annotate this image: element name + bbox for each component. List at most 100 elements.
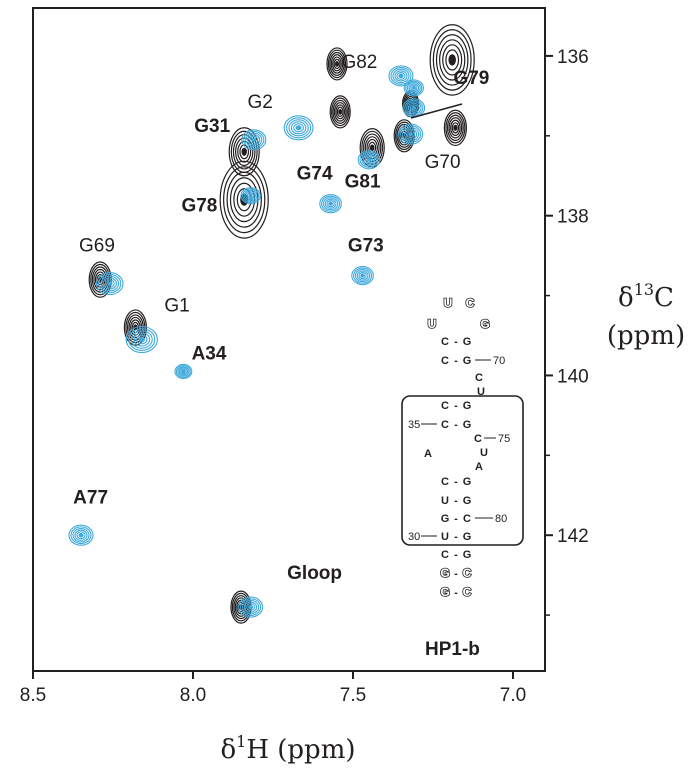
contour-ring xyxy=(329,95,351,129)
svg-text:G: G xyxy=(463,549,472,561)
contour-ring xyxy=(359,151,379,168)
contour-ring xyxy=(330,54,344,74)
svg-text:-: - xyxy=(454,495,458,507)
base-pair-row: G - C xyxy=(440,565,473,581)
contour-ring xyxy=(411,85,416,90)
contour-ring xyxy=(329,51,345,76)
contour-ring xyxy=(136,334,148,345)
contour-ring xyxy=(324,198,337,209)
contour-ring xyxy=(91,266,109,293)
contour-ring xyxy=(446,114,464,141)
svg-text:-: - xyxy=(454,355,458,367)
overlay-spectrum-peaks xyxy=(68,65,426,618)
nmr-peak xyxy=(319,194,342,214)
contour-ring xyxy=(104,279,115,288)
nmr-peak xyxy=(429,24,475,96)
contour-ring xyxy=(295,125,302,131)
peak-label: G82 xyxy=(341,52,377,73)
contour-ring xyxy=(240,187,261,205)
contour-ring xyxy=(288,119,309,137)
nmr-peak xyxy=(329,95,351,129)
contour-ring xyxy=(333,102,347,122)
svg-text:-: - xyxy=(454,400,458,412)
nmr-peak xyxy=(351,266,374,286)
contour-ring xyxy=(286,117,312,139)
contour-ring xyxy=(326,47,348,81)
svg-text:-: - xyxy=(454,568,458,580)
svg-text:-: - xyxy=(454,336,458,348)
contour-ring xyxy=(334,61,340,67)
contour-ring xyxy=(402,126,420,142)
contour-ring xyxy=(398,123,424,145)
contour-ring xyxy=(98,273,122,294)
x-tick-label: 8.5 xyxy=(20,685,46,706)
peak-label: G81 xyxy=(345,172,381,193)
contour-ring xyxy=(410,84,418,92)
x-tick-label: 8.0 xyxy=(180,685,206,706)
bulge-nucleotide: C xyxy=(475,372,483,384)
contour-ring xyxy=(392,68,410,84)
contour-ring xyxy=(357,150,381,170)
svg-text:-: - xyxy=(454,476,458,488)
loop-right: G xyxy=(480,317,489,331)
contour-ring xyxy=(354,269,371,283)
contour-ring xyxy=(100,275,120,292)
nmr-peak xyxy=(326,47,348,81)
contour-ring xyxy=(439,39,466,81)
nmr-peak xyxy=(96,272,124,296)
construct-label: HP1-b xyxy=(425,639,480,660)
svg-text:G: G xyxy=(463,400,472,412)
contour-ring xyxy=(435,34,469,86)
contour-ring xyxy=(240,598,262,616)
contour-ring xyxy=(409,104,418,112)
svg-text:G: G xyxy=(440,585,449,599)
nmr-peak xyxy=(125,325,158,354)
contour-ring xyxy=(390,67,412,85)
contour-ring xyxy=(395,121,414,151)
contour-ring xyxy=(246,603,256,611)
svg-text:-: - xyxy=(454,549,458,561)
svg-text:G: G xyxy=(463,476,472,488)
svg-text:G: G xyxy=(463,531,472,543)
contour-ring xyxy=(248,604,254,610)
contour-ring xyxy=(78,532,84,538)
bulge-nucleotide: U xyxy=(480,447,488,459)
svg-text:-: - xyxy=(454,587,458,599)
contour-ring xyxy=(74,529,88,541)
base-pair-row: 35 C - G xyxy=(408,419,471,431)
contour-ring xyxy=(245,191,256,201)
contour-ring xyxy=(333,58,341,70)
contour-ring xyxy=(133,332,151,347)
contour-ring xyxy=(175,365,191,378)
y-axis-unit: (ppm) xyxy=(607,321,685,351)
svg-text:C: C xyxy=(441,400,449,412)
contour-ring xyxy=(442,44,463,76)
svg-text:C: C xyxy=(463,513,471,525)
nmr-peak xyxy=(403,79,424,97)
x-axis-title: δ1H (ppm) xyxy=(220,732,355,765)
contour-ring xyxy=(445,112,466,144)
contour-ring xyxy=(396,72,406,80)
contour-ring xyxy=(177,366,190,377)
contour-ring xyxy=(68,524,94,546)
bulge-nucleotide: U xyxy=(477,386,485,398)
contour-ring xyxy=(242,188,260,203)
contour-ring xyxy=(321,195,341,212)
svg-text:C: C xyxy=(463,585,472,599)
contour-ring xyxy=(72,527,90,543)
residue-number: 75 xyxy=(498,433,510,445)
contour-ring xyxy=(394,70,408,82)
svg-text:C: C xyxy=(441,336,449,348)
contour-ring xyxy=(247,134,261,146)
rna-secondary-structure-inset: U C U G C - G C - G 70 C U C - G 35 C xyxy=(401,295,524,660)
contour-ring xyxy=(361,130,384,165)
contour-ring xyxy=(398,73,404,79)
base-pair-row: 30 U - G xyxy=(408,531,471,543)
contour-ring xyxy=(451,122,460,134)
highlight-box xyxy=(401,395,524,546)
contour-ring xyxy=(244,601,258,613)
contour-ring xyxy=(363,154,375,165)
base-pair-row: C - G 70 xyxy=(441,355,505,367)
contour-ring xyxy=(443,109,467,147)
contour-ring xyxy=(366,157,372,162)
